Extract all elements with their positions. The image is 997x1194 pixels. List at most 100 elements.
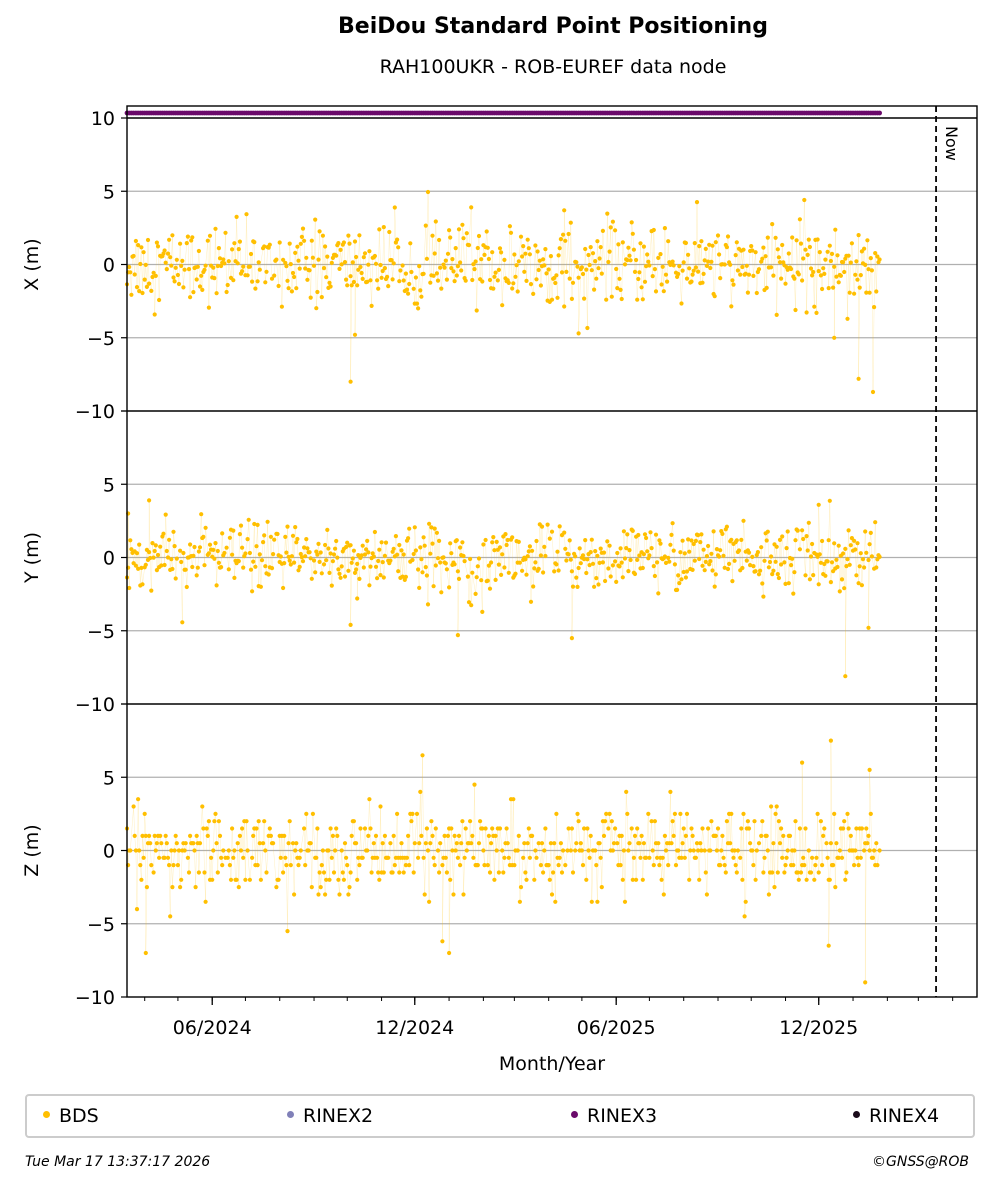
bds-point	[535, 249, 540, 254]
bds-link	[558, 526, 560, 571]
bds-point	[318, 885, 323, 890]
y-axis-label: X (m)	[21, 238, 43, 290]
bds-point	[344, 855, 349, 860]
bds-point	[240, 826, 245, 831]
bds-point	[867, 767, 872, 773]
bds-point	[755, 550, 761, 555]
bds-point	[139, 245, 144, 250]
bds-point	[568, 848, 573, 853]
bds-link	[380, 806, 382, 873]
bds-point	[313, 570, 318, 575]
bds-link	[662, 266, 665, 292]
bds-point	[409, 269, 414, 275]
bds-point	[362, 552, 368, 557]
bds-link	[769, 806, 772, 873]
bds-link	[776, 546, 779, 575]
bds-point	[514, 263, 519, 268]
bds-point	[367, 249, 372, 254]
bds-link	[435, 828, 439, 851]
bds-point	[478, 819, 483, 824]
bds-point	[504, 542, 509, 548]
bds-point	[770, 870, 775, 875]
bds-link	[178, 243, 181, 285]
bds-link	[199, 514, 202, 548]
bds-point	[178, 885, 183, 890]
bds-link	[381, 843, 383, 873]
bds-link	[142, 252, 144, 294]
bds-point	[557, 246, 562, 251]
bds-link	[510, 232, 513, 289]
bds-point	[531, 584, 536, 589]
bds-link	[545, 828, 547, 866]
bds-link	[831, 253, 834, 288]
bds-point	[582, 296, 587, 301]
bds-point	[505, 537, 510, 543]
bds-point	[561, 232, 566, 237]
bds-link	[431, 821, 433, 836]
bds-point	[703, 559, 708, 565]
bds-point	[562, 208, 567, 213]
bds-point	[377, 227, 382, 232]
bds-series	[124, 189, 882, 395]
bds-point	[608, 574, 613, 579]
bds-point	[516, 259, 521, 264]
bds-point	[129, 292, 134, 297]
bds-point	[152, 548, 157, 554]
bds-point	[667, 559, 672, 564]
bds-point	[428, 841, 433, 846]
bds-point	[375, 576, 380, 581]
bds-point	[443, 258, 448, 263]
bds-link	[310, 558, 313, 579]
bds-link	[623, 531, 626, 559]
bds-link	[293, 527, 296, 563]
bds-point	[320, 848, 325, 853]
bds-link	[175, 558, 178, 579]
bds-link	[452, 850, 454, 895]
bds-point	[793, 538, 798, 543]
bds-point	[843, 674, 848, 679]
bds-point	[659, 877, 664, 882]
bds-link	[790, 850, 793, 866]
bds-point	[365, 848, 370, 853]
bds-link	[812, 271, 815, 307]
bds-point	[597, 560, 602, 566]
bds-point	[225, 282, 230, 288]
bds-link	[542, 546, 545, 573]
bds-point	[618, 546, 623, 551]
bds-point	[212, 276, 217, 281]
y-tick-label: −10	[75, 987, 115, 1009]
bds-point	[143, 262, 148, 267]
bds-link	[779, 262, 782, 279]
bds-point	[615, 550, 620, 556]
bds-point	[174, 257, 179, 262]
bds-link	[691, 540, 693, 570]
bds-link	[207, 240, 210, 308]
bds-point	[699, 848, 704, 853]
bds-point	[812, 304, 817, 309]
bds-point	[597, 256, 602, 261]
bds-point	[140, 833, 145, 839]
bds-link	[383, 835, 386, 873]
bds-point	[182, 267, 187, 272]
bds-link	[546, 273, 548, 301]
bds-link	[208, 235, 211, 308]
bds-point	[246, 517, 251, 522]
bds-point	[621, 848, 627, 853]
bds-point	[532, 566, 537, 571]
bds-point	[183, 841, 188, 846]
bds-point	[254, 544, 259, 549]
bds-point	[350, 260, 355, 265]
bds-link	[594, 850, 597, 866]
bds-link	[444, 835, 447, 858]
bds-point	[250, 279, 255, 284]
bds-point	[256, 260, 261, 265]
bds-link	[366, 835, 369, 851]
bds-point	[258, 877, 263, 882]
bds-point	[397, 542, 402, 548]
bds-point	[749, 244, 754, 249]
bds-point	[805, 548, 810, 553]
bds-link	[710, 821, 712, 851]
bds-point	[508, 230, 514, 235]
bds-point	[601, 550, 607, 555]
bds-point	[399, 841, 404, 846]
